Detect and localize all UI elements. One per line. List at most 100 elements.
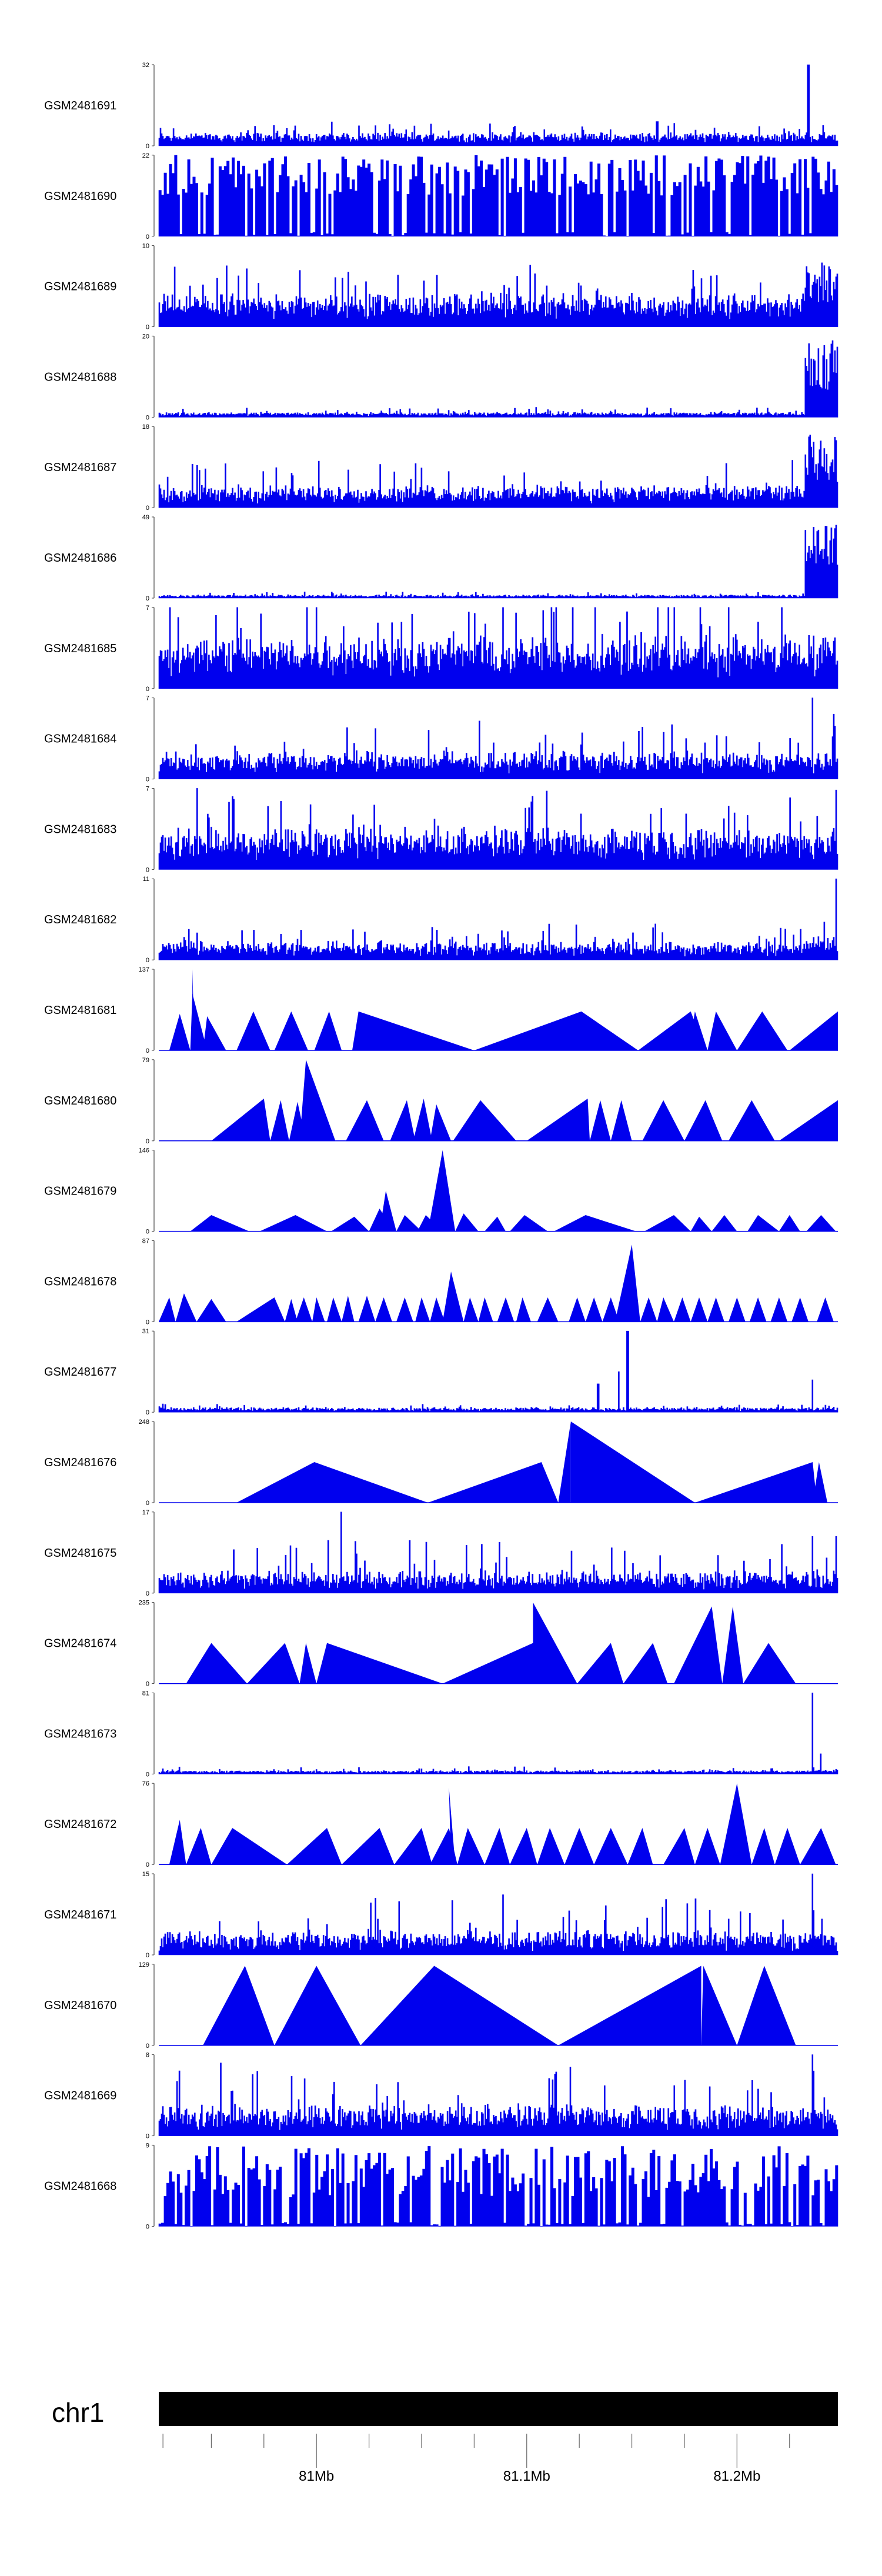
y-min-label: 0 [146, 1229, 149, 1236]
signal-peak [342, 1296, 355, 1322]
signal-peak [314, 1011, 342, 1050]
track-GSM2481679: GSM2481679 146 0 [44, 1147, 838, 1236]
track-GSM2481678: GSM2481678 87 0 [44, 1237, 838, 1326]
signal-peak [485, 1216, 506, 1232]
signal-peak [779, 1100, 838, 1141]
y-max-label: 137 [139, 966, 149, 973]
y-max-label: 7 [146, 695, 149, 702]
signal-peak [236, 1297, 285, 1322]
track-name-label: GSM2481691 [44, 99, 116, 112]
signal-peak [640, 1297, 657, 1322]
track-GSM2481682: GSM2481682 11 0 [44, 876, 838, 964]
signal-peak [711, 1215, 737, 1232]
signal-peak [510, 1828, 537, 1865]
signal-peak [442, 1271, 464, 1322]
signal-peak [558, 1422, 571, 1503]
signal-peak [159, 1297, 176, 1322]
track-GSM2481684: GSM2481684 7 0 [44, 695, 838, 783]
signal-peak [577, 1643, 624, 1684]
y-max-label: 76 [142, 1780, 149, 1787]
track-GSM2481686: GSM2481686 49 0 [44, 514, 838, 602]
signal-peak [327, 1297, 342, 1322]
signal-peak [737, 1011, 788, 1050]
signal-peak [453, 1100, 516, 1141]
y-min-label: 0 [146, 1138, 149, 1145]
signal-peak [190, 1215, 249, 1232]
signal-peak [537, 1297, 559, 1322]
signal-peak [396, 1215, 422, 1232]
signal-peak [394, 1828, 432, 1865]
signal-peak [644, 1215, 691, 1232]
signal-peak [427, 1150, 456, 1232]
track-name-label: GSM2481676 [44, 1456, 116, 1469]
signal-peak [722, 1606, 744, 1684]
signal-peak [526, 1099, 590, 1141]
signal-peak [196, 1299, 226, 1322]
track-GSM2481672: GSM2481672 76 0 [44, 1780, 838, 1868]
signal-peak [779, 1215, 800, 1232]
y-max-label: 22 [142, 152, 149, 159]
track-name-label: GSM2481671 [44, 1908, 116, 1921]
track-GSM2481676: GSM2481676 248 0 [44, 1419, 838, 1507]
signal-peak [684, 1100, 723, 1141]
signal-peak [474, 1011, 639, 1050]
signal-peak [789, 1011, 838, 1050]
track-name-label: GSM2481685 [44, 642, 116, 655]
chromosome-label: chr1 [52, 2397, 104, 2428]
signal-peak [663, 1828, 695, 1865]
y-max-label: 235 [139, 1600, 149, 1607]
signal-area [158, 155, 838, 237]
y-max-label: 7 [146, 605, 149, 612]
signal-peak [169, 1820, 186, 1865]
track-GSM2481687: GSM2481687 18 0 [44, 423, 838, 512]
signal-area [158, 340, 838, 418]
signal-peak [817, 1297, 834, 1322]
y-min-label: 0 [146, 957, 149, 964]
signal-peak [299, 1643, 317, 1684]
track-name-label: GSM2481681 [44, 1004, 116, 1017]
signal-peak [175, 1293, 197, 1322]
signal-area [158, 1330, 838, 1413]
track-GSM2481685: GSM2481685 7 0 [44, 605, 838, 693]
signal-peak [352, 1011, 475, 1050]
y-min-label: 0 [146, 1409, 149, 1416]
y-min-label: 0 [146, 1500, 149, 1507]
signal-peak [594, 1828, 628, 1865]
y-max-label: 11 [143, 876, 149, 883]
signal-peak [516, 1297, 531, 1322]
signal-peak [638, 1011, 706, 1050]
track-name-label: GSM2481673 [44, 1727, 116, 1740]
y-max-label: 9 [146, 2142, 149, 2149]
signal-peak [751, 1828, 775, 1865]
y-max-label: 7 [146, 785, 149, 792]
signal-peak [430, 1104, 452, 1141]
signal-peak [800, 1828, 836, 1865]
signal-area [158, 788, 838, 870]
signal-peak [295, 1297, 313, 1322]
signal-peak [346, 1100, 384, 1141]
signal-peak [729, 1297, 746, 1322]
signal-area [158, 878, 838, 960]
signal-peak [427, 1462, 559, 1503]
y-min-label: 0 [146, 1319, 149, 1326]
signal-area [158, 1693, 838, 1774]
signal-peak [614, 1244, 640, 1322]
signal-peak [590, 1100, 611, 1141]
signal-peak [413, 1099, 432, 1141]
signal-area [158, 435, 838, 508]
axis-tick-label: 81.1Mb [503, 2468, 550, 2484]
track-name-label: GSM2481684 [44, 733, 116, 746]
signal-peak [602, 1297, 620, 1322]
y-max-label: 18 [142, 423, 149, 431]
track-name-label: GSM2481687 [44, 461, 116, 474]
track-GSM2481675: GSM2481675 17 0 [44, 1509, 838, 1597]
y-min-label: 0 [146, 324, 149, 331]
signal-peak [537, 1828, 565, 1865]
track-GSM2481691: GSM2481691 32 0 [44, 62, 838, 150]
signal-peak [463, 1297, 479, 1322]
signal-peak [627, 1828, 653, 1865]
track-name-label: GSM2481670 [44, 1999, 116, 2012]
signal-peak [360, 1966, 559, 2046]
signal-peak [375, 1297, 392, 1322]
